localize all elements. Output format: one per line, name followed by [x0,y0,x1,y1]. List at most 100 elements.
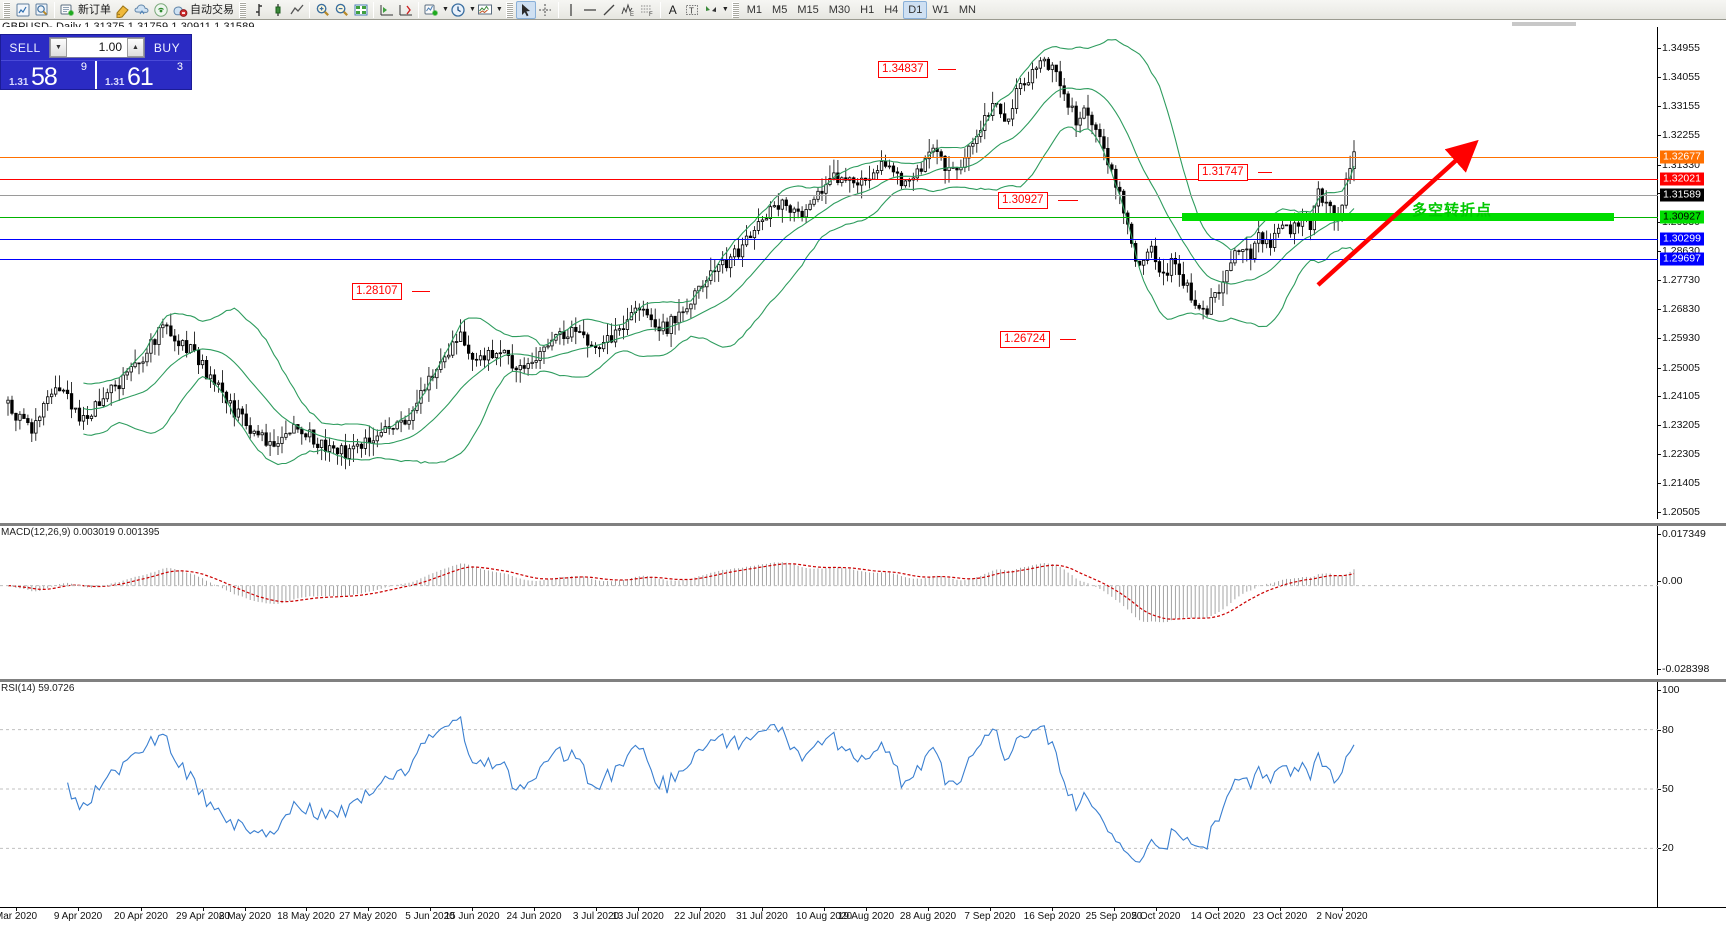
autotrading-icon[interactable] [170,1,189,19]
level-line-1-30927[interactable] [0,217,1658,218]
timeframe-m15[interactable]: M15 [797,3,819,16]
candlestick-chart-icon[interactable] [268,1,287,19]
timeframe-mn[interactable]: MN [958,3,976,16]
last-price-tag[interactable]: 1.31589 [1660,188,1704,202]
date-label: 22 Jul 2020 [674,911,726,922]
templates-dropdown-caret[interactable]: ▼ [495,5,503,13]
resistance-tag-orange[interactable]: 1.32677 [1660,150,1704,164]
trendline-icon[interactable] [600,1,619,19]
indicators-icon[interactable] [422,1,441,19]
date-tick [472,908,473,911]
text-label-icon[interactable]: T [683,1,702,19]
timeframe-h1[interactable]: H1 [860,3,875,16]
date-label: 5 Oct 2020 [1131,911,1181,922]
resistance-tag-red[interactable]: 1.32021 [1660,172,1704,186]
arrows-dropdown-caret[interactable]: ▼ [721,5,729,13]
support-tag-blue-1[interactable]: 1.30299 [1660,232,1704,246]
bid-quote[interactable]: 1.31 58 9 [1,61,95,89]
toolbar-grip[interactable] [3,1,10,18]
macd-plot-area[interactable]: MACD(12,26,9) 0.003019 0.001395 0.017349… [0,526,1726,675]
timeframe-d1[interactable]: D1 [903,0,928,19]
macd-scale[interactable]: 0.017349 0.00 -0.028398 [1657,526,1726,675]
chart-shift-icon[interactable] [377,1,396,19]
date-label: 15 Jun 2020 [444,911,500,922]
market-watch-icon[interactable] [13,1,32,19]
cursor-icon[interactable] [515,0,536,19]
level-line-1-32677[interactable] [0,157,1658,158]
level-line-1-30299[interactable] [0,239,1658,240]
support-tag-green[interactable]: 1.30927 [1660,210,1704,224]
templates-icon[interactable] [476,1,495,19]
rsi-scale[interactable]: 100 80 50 20 [1658,682,1726,907]
indicators-dropdown-caret[interactable]: ▼ [442,5,449,13]
line-chart-icon[interactable] [287,1,306,19]
timeframe-m5[interactable]: M5 [772,3,788,16]
chart-grid-icon[interactable] [351,1,370,19]
zoom-in-icon[interactable] [313,1,332,19]
level-line-last-price[interactable] [0,195,1658,196]
level-line-1-32021[interactable] [0,179,1658,180]
chart-horizontal-scrollbar[interactable] [0,21,1726,27]
turning-point-note[interactable]: 多空转折点 [1412,202,1493,219]
signals-icon[interactable] [151,1,170,19]
autotrading-label[interactable]: 自动交易 [190,3,234,16]
periods-icon[interactable] [449,1,468,19]
date-tick [990,908,991,911]
support-zone-highlight[interactable] [1182,213,1614,221]
callout-1-34837[interactable]: 1.34837 [878,61,928,78]
rsi-plot-area[interactable]: RSI(14) 59.0726 100 80 50 20 [0,682,1726,907]
price-scale[interactable]: 1.349551.340551.331551.322551.313301.304… [1658,27,1726,519]
ask-quote[interactable]: 1.31 61 3 [95,61,191,89]
vertical-line-icon[interactable] [562,1,581,19]
volume-decrement-button[interactable]: ▼ [50,38,67,57]
buy-button[interactable]: BUY [153,40,181,55]
elliott-wave-icon[interactable]: E [619,1,638,19]
callout-1-26724[interactable]: 1.26724 [1000,331,1050,348]
volume-value[interactable]: 1.00 [67,38,127,57]
callout-1-31747[interactable]: 1.31747 [1198,164,1248,181]
price-pane[interactable]: 1.34837 1.31747 1.30927 1.28107 1.26724 … [0,27,1726,519]
ask-fraction: 3 [176,61,183,73]
level-line-1-29697[interactable] [0,259,1658,260]
date-tick [700,908,701,911]
price-plot-area[interactable]: 1.34837 1.31747 1.30927 1.28107 1.26724 … [0,27,1726,519]
timeframe-m30[interactable]: M30 [828,3,851,16]
macd-tick: 0.017349 [1658,528,1706,540]
timeframe-m1[interactable]: M1 [746,3,763,16]
horizontal-line-icon[interactable] [581,1,600,19]
sell-button[interactable]: SELL [9,40,41,55]
timeframe-w1[interactable]: W1 [932,3,949,16]
macd-pane[interactable]: MACD(12,26,9) 0.003019 0.001395 0.017349… [0,523,1726,675]
callout-1-30927[interactable]: 1.30927 [998,192,1048,209]
one-click-trading-panel[interactable]: SELL ▼ 1.00 ▲ BUY 1.31 58 9 1.31 61 3 [0,34,192,90]
new-order-label[interactable]: 新订单 [78,3,111,16]
volume-increment-button[interactable]: ▲ [127,38,144,57]
strategy-tester-icon[interactable] [132,1,151,19]
date-tick [824,908,825,911]
periods-dropdown-caret[interactable]: ▼ [468,5,476,13]
date-label: 14 Oct 2020 [1190,911,1246,922]
timeframe-h4[interactable]: H4 [884,3,899,16]
date-axis[interactable]: Mar 2020 9 Apr 2020 20 Apr 2020 29 Apr 2020… [0,907,1726,941]
volume-input[interactable]: ▼ 1.00 ▲ [49,37,145,58]
metaeditor-icon[interactable] [113,1,132,19]
scrollbar-thumb[interactable] [1512,22,1576,26]
toolbar-grip-3[interactable] [505,1,513,18]
toolbar-grip-4[interactable] [731,1,739,18]
toolbar-grip-2[interactable] [239,1,246,18]
arrows-icon[interactable] [702,1,721,19]
callout-1-28107[interactable]: 1.28107 [352,283,402,300]
rsi-pane[interactable]: RSI(14) 59.0726 100 80 50 20 [0,679,1726,907]
support-tag-blue-2[interactable]: 1.29697 [1660,252,1704,266]
bar-chart-icon[interactable] [249,1,268,19]
rsi-tick: 80 [1658,723,1674,736]
data-window-icon[interactable] [32,1,51,19]
fibonacci-icon[interactable]: F [638,1,657,19]
auto-scroll-icon[interactable] [396,1,415,19]
date-tick [78,908,79,911]
text-icon[interactable]: A [664,1,683,19]
new-order-icon[interactable] [58,1,77,19]
crosshair-icon[interactable] [536,1,555,19]
zoom-out-icon[interactable] [332,1,351,19]
